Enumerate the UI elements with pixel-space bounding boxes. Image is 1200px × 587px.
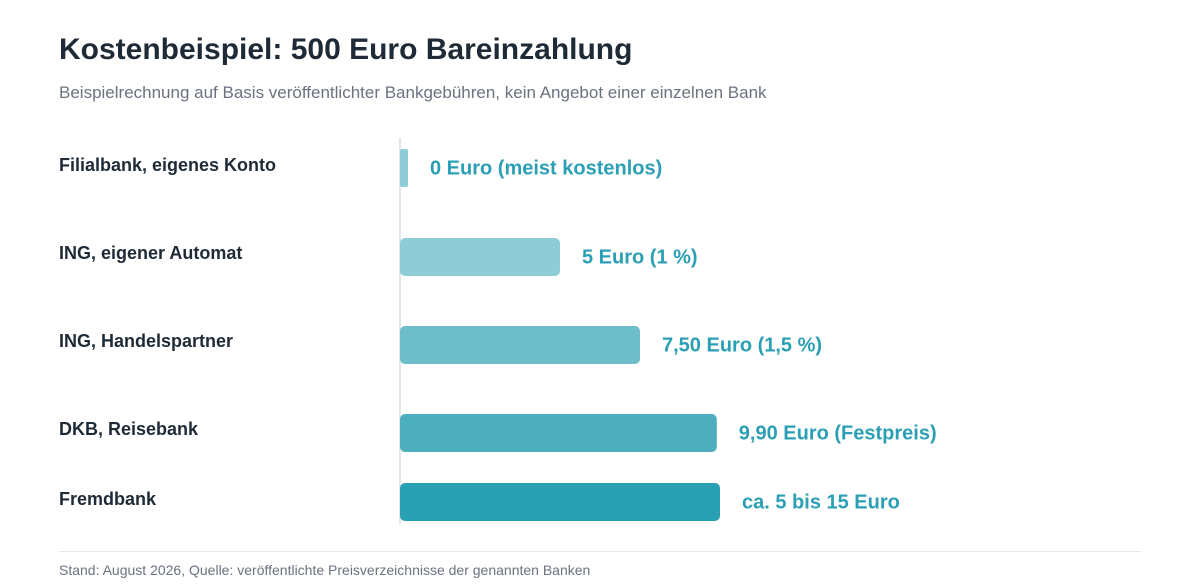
chart-title: Kostenbeispiel: 500 Euro Bareinzahlung bbox=[59, 33, 633, 66]
category-label: Fremdbank bbox=[59, 489, 157, 509]
value-label: ca. 5 bis 15 Euro bbox=[742, 491, 900, 513]
value-label: 9,90 Euro (Festpreis) bbox=[739, 422, 937, 444]
value-label: 5 Euro (1 %) bbox=[582, 246, 698, 268]
category-label: Filialbank, eigenes Konto bbox=[59, 155, 276, 175]
bar bbox=[400, 149, 408, 187]
bar bbox=[400, 414, 717, 452]
value-label: 0 Euro (meist kostenlos) bbox=[430, 157, 662, 179]
category-label: ING, eigener Automat bbox=[59, 243, 242, 263]
source-note: Stand: August 2026, Quelle: veröffentlic… bbox=[59, 562, 591, 578]
chart-subtitle: Beispielrechnung auf Basis veröffentlich… bbox=[59, 83, 767, 102]
bar bbox=[400, 326, 640, 364]
bar bbox=[400, 483, 720, 521]
value-label: 7,50 Euro (1,5 %) bbox=[662, 334, 822, 356]
category-label: DKB, Reisebank bbox=[59, 419, 199, 439]
bar bbox=[400, 238, 560, 276]
category-label: ING, Handelspartner bbox=[59, 331, 233, 351]
footer-divider bbox=[59, 551, 1141, 552]
